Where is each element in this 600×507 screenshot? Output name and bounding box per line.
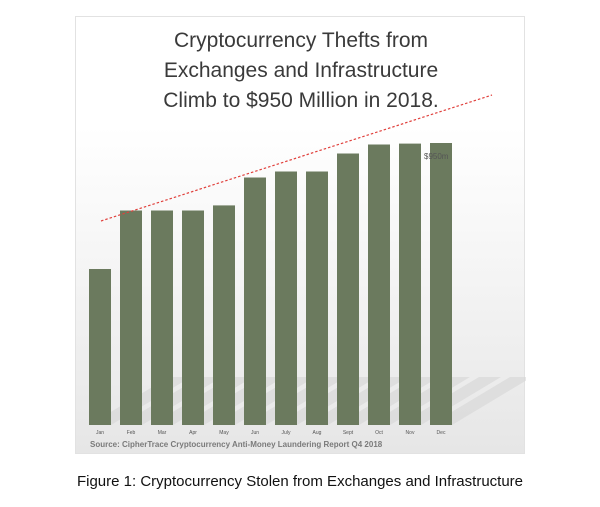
source-note: Source: CipherTrace Cryptocurrency Anti-… <box>90 440 383 449</box>
trendline-annotation: $950m <box>424 152 449 161</box>
bar-aug <box>306 171 328 425</box>
bar-july <box>275 171 297 425</box>
figure-caption: Figure 1: Cryptocurrency Stolen from Exc… <box>76 473 524 490</box>
x-tick-label: Aug <box>313 430 322 436</box>
bar-dec <box>430 143 452 425</box>
bar-sept <box>337 153 359 425</box>
chart-title-line: Exchanges and Infrastructure <box>164 59 438 82</box>
x-tick-label: Dec <box>437 430 446 436</box>
x-tick-label: Mar <box>158 430 167 436</box>
bar-oct <box>368 144 390 425</box>
x-tick-label: Jun <box>251 430 259 436</box>
trendline-group: $950m <box>100 94 493 222</box>
chart-title-line: Climb to $950 Million in 2018. <box>163 89 438 112</box>
bar-nov <box>399 143 421 425</box>
bar-feb <box>120 210 142 425</box>
chart-title-line: Cryptocurrency Thefts from <box>174 29 428 52</box>
x-tick-label: Oct <box>375 430 383 436</box>
x-axis-ticks: Jan Feb Mar Apr May Jun July Aug Sept Oct Nov Dec <box>96 430 446 436</box>
trendline <box>100 94 493 222</box>
bar-shadow <box>430 377 526 425</box>
bar-jan <box>89 269 111 425</box>
chart-title: Cryptocurrency Thefts from Exchanges and … <box>163 29 438 112</box>
x-tick-label: Sept <box>343 430 354 436</box>
bar-may <box>213 205 235 425</box>
bars <box>89 143 452 425</box>
chart-panel: Cryptocurrency Thefts from Exchanges and … <box>75 16 526 454</box>
bar-jun <box>244 177 266 425</box>
x-tick-label: Jan <box>96 430 104 436</box>
x-tick-label: July <box>282 430 291 436</box>
x-tick-label: Nov <box>406 430 415 436</box>
bar-mar <box>151 210 173 425</box>
bar-apr <box>182 210 204 425</box>
x-tick-label: Feb <box>127 430 136 436</box>
x-tick-label: May <box>219 430 229 436</box>
bar-chart: Cryptocurrency Thefts from Exchanges and … <box>89 29 526 449</box>
x-tick-label: Apr <box>189 430 197 436</box>
